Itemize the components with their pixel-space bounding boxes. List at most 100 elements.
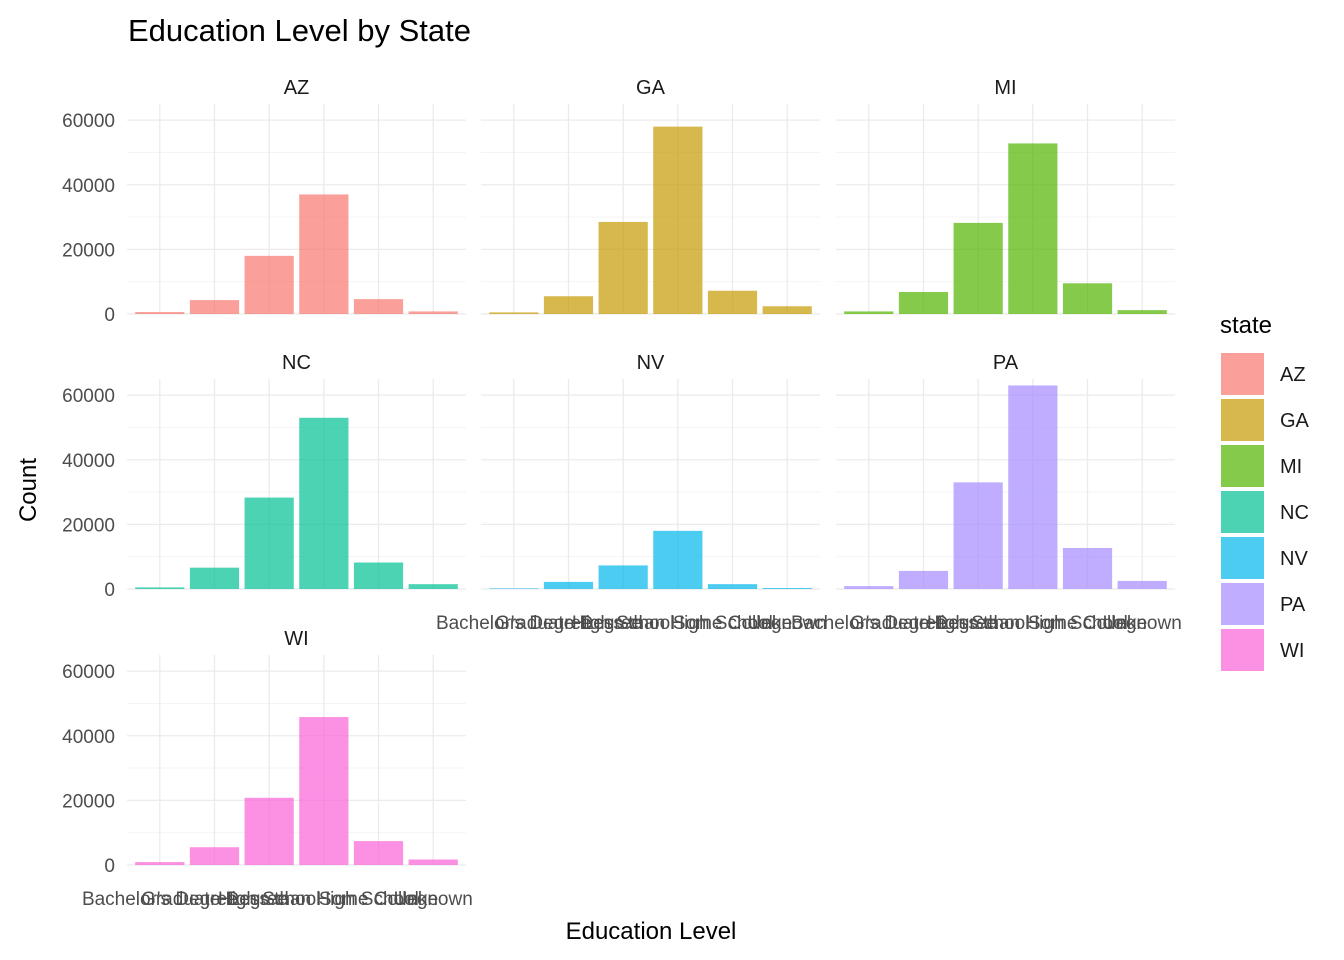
- bar-pa-graduate-degree: [898, 570, 949, 589]
- facet-panels: AZ 0 20000 40000 60000 GA MI NC 0 20000 40000 60000…: [62, 77, 1182, 910]
- bar-wi-graduate-degree: [189, 847, 240, 865]
- bar-pa-bachelor-s-degree: [844, 586, 894, 589]
- panel-az: AZ 0 20000 40000 60000: [62, 77, 466, 326]
- x-tick-label: Bachelor's Degree: [791, 613, 947, 634]
- facet-label-nc: NC: [282, 352, 311, 374]
- legend-item-nv: NV: [1221, 537, 1308, 579]
- bar-nv-unknown: [762, 588, 812, 589]
- bar-mi-high-school: [953, 222, 1003, 314]
- legend-key-ga: [1221, 399, 1264, 441]
- x-tick-label: Some College: [319, 889, 438, 910]
- chart-title: Education Level by State: [128, 13, 471, 48]
- bar-ga-unknown: [762, 306, 812, 314]
- bar-mi-bachelor-s-degree: [844, 311, 894, 314]
- bar-nv-bachelor-s-degree: [489, 588, 539, 589]
- legend-key-az: [1221, 353, 1264, 395]
- legend-key-nc: [1221, 491, 1264, 533]
- legend-item-pa: PA: [1221, 583, 1306, 625]
- panel-nc: NC 0 20000 40000 60000: [62, 352, 466, 601]
- y-tick-label: 20000: [62, 240, 115, 261]
- bar-pa-less-than-high-school: [1008, 385, 1058, 589]
- y-tick-label: 20000: [62, 515, 115, 536]
- legend-label-pa: PA: [1280, 594, 1306, 616]
- x-tick-label: Less than High School: [583, 613, 773, 634]
- legend-label-az: AZ: [1280, 364, 1306, 386]
- bar-az-less-than-high-school: [299, 194, 349, 314]
- x-tick-label: Less than High School: [938, 613, 1128, 634]
- bar-wi-bachelor-s-degree: [135, 862, 185, 865]
- legend-key-nv: [1221, 537, 1264, 579]
- y-axis-title: Count: [15, 458, 42, 522]
- legend-item-ga: GA: [1221, 399, 1310, 441]
- bar-ga-graduate-degree: [543, 296, 594, 314]
- bar-az-unknown: [408, 311, 458, 314]
- x-tick-label: High School: [927, 613, 1029, 634]
- bar-az-bachelor-s-degree: [135, 312, 185, 314]
- bar-az-some-college: [353, 299, 404, 314]
- x-axis-title: Education Level: [566, 918, 737, 945]
- bar-nv-some-college: [707, 584, 758, 589]
- y-tick-label: 0: [104, 580, 115, 601]
- x-tick-label: Bachelor's Degree: [436, 613, 592, 634]
- facet-label-wi: WI: [284, 628, 308, 650]
- bar-pa-some-college: [1062, 547, 1113, 589]
- y-tick-label: 60000: [62, 662, 115, 683]
- bar-nv-less-than-high-school: [653, 530, 703, 589]
- legend-label-mi: MI: [1280, 456, 1302, 478]
- x-tick-label: High School: [218, 889, 320, 910]
- x-tick-label: Unknown: [394, 889, 473, 910]
- y-tick-label: 40000: [62, 451, 115, 472]
- legend-items: AZ GA MI NC NV PA WI: [1221, 353, 1310, 671]
- bar-nc-unknown: [408, 584, 458, 589]
- facet-label-ga: GA: [636, 77, 666, 99]
- y-tick-label: 40000: [62, 176, 115, 197]
- legend-label-nv: NV: [1280, 548, 1308, 570]
- y-tick-label: 20000: [62, 791, 115, 812]
- bar-wi-some-college: [353, 841, 404, 865]
- panel-wi: WI 0 20000 40000 60000 Bachelor's DegreeGradu…: [62, 628, 473, 910]
- y-tick-label: 60000: [62, 111, 115, 132]
- panel-mi: MI: [836, 77, 1175, 315]
- x-tick-label: Less than High School: [229, 889, 419, 910]
- legend-title: state: [1220, 312, 1272, 339]
- x-tick-label: Graduate Degree: [850, 613, 997, 634]
- bar-nc-some-college: [353, 562, 404, 589]
- bar-ga-high-school: [598, 221, 648, 314]
- bar-nv-graduate-degree: [543, 581, 594, 589]
- bar-az-graduate-degree: [189, 300, 240, 314]
- bar-nc-graduate-degree: [189, 567, 240, 589]
- bar-wi-unknown: [408, 859, 458, 865]
- facet-label-nv: NV: [637, 352, 665, 374]
- bar-ga-bachelor-s-degree: [489, 312, 539, 314]
- legend-item-mi: MI: [1221, 445, 1302, 487]
- legend: state AZ GA MI NC NV PA WI: [1220, 312, 1310, 671]
- x-tick-label: Some College: [673, 613, 792, 634]
- x-tick-label: Some College: [1028, 613, 1147, 634]
- bar-nc-less-than-high-school: [299, 417, 349, 589]
- legend-label-nc: NC: [1280, 502, 1309, 524]
- legend-label-wi: WI: [1280, 640, 1304, 662]
- bar-mi-some-college: [1062, 283, 1113, 314]
- legend-item-wi: WI: [1221, 629, 1304, 671]
- facet-label-pa: PA: [993, 352, 1019, 374]
- legend-key-wi: [1221, 629, 1264, 671]
- x-tick-label: High School: [572, 613, 674, 634]
- x-tick-label: Unknown: [748, 613, 827, 634]
- x-tick-label: Bachelor's Degree: [82, 889, 238, 910]
- legend-item-az: AZ: [1221, 353, 1306, 395]
- bar-pa-unknown: [1117, 580, 1167, 589]
- bar-ga-less-than-high-school: [653, 126, 703, 314]
- y-tick-label: 0: [104, 856, 115, 877]
- bar-pa-high-school: [953, 482, 1003, 589]
- x-tick-label: Unknown: [1103, 613, 1182, 634]
- x-tick-label: Graduate Degree: [141, 889, 288, 910]
- legend-label-ga: GA: [1280, 410, 1310, 432]
- bar-ga-some-college: [707, 290, 758, 314]
- bar-wi-high-school: [244, 797, 294, 865]
- panel-ga: GA: [481, 77, 820, 315]
- legend-item-nc: NC: [1221, 491, 1309, 533]
- bar-nv-high-school: [598, 565, 648, 589]
